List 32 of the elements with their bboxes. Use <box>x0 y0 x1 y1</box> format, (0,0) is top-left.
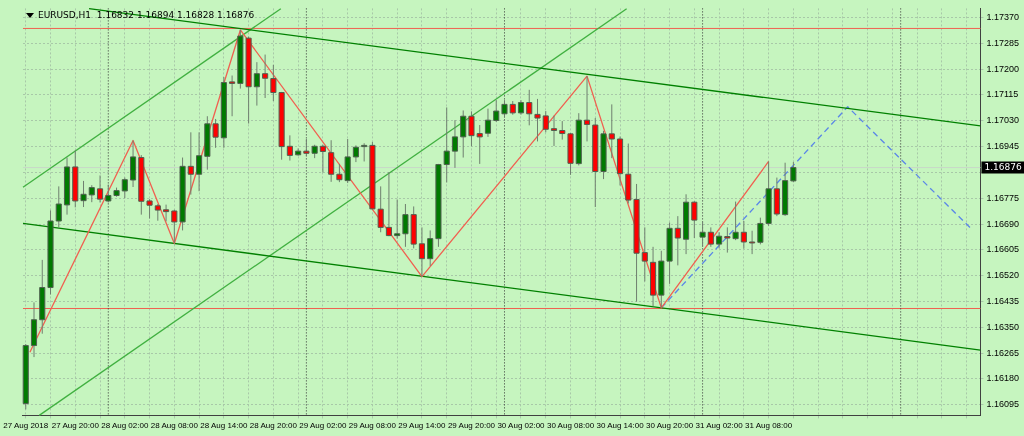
y-tick-label: 1.17285 <box>986 37 1020 48</box>
x-tick-label: 29 Aug 20:00 <box>447 421 496 431</box>
x-tick-label: 28 Aug 08:00 <box>150 421 199 431</box>
y-tick-label: 1.16350 <box>986 321 1020 332</box>
x-tick-label: 27 Aug 20:00 <box>51 421 100 431</box>
y-tick-label: 1.16180 <box>986 373 1020 384</box>
x-tick-label: 30 Aug 08:00 <box>546 421 595 431</box>
y-tick-label: 1.16435 <box>986 295 1020 306</box>
x-tick-label: 31 Aug 08:00 <box>745 421 793 431</box>
ref-line-label: 1.16876 <box>984 161 1022 172</box>
x-tick-label: 30 Aug 20:00 <box>645 421 694 431</box>
y-tick-label: 1.16095 <box>986 399 1020 410</box>
y-tick-label: 1.16520 <box>986 270 1020 281</box>
x-tick-label: 28 Aug 14:00 <box>200 421 248 431</box>
y-tick-label: 1.17115 <box>986 89 1019 100</box>
y-tick-label: 1.16605 <box>986 244 1020 255</box>
x-tick-label: 29 Aug 08:00 <box>348 421 397 431</box>
y-tick-label: 1.16265 <box>986 347 1020 358</box>
x-tick-label: 29 Aug 02:00 <box>299 421 348 431</box>
y-tick-label: 1.17200 <box>986 63 1020 74</box>
x-tick-label: 27 Aug 2018 <box>3 421 49 431</box>
x-tick-label: 31 Aug 02:00 <box>695 421 744 431</box>
x-tick-label: 28 Aug 20:00 <box>249 421 298 431</box>
x-tick-label: 30 Aug 14:00 <box>596 421 645 431</box>
y-tick-label: 1.17030 <box>986 115 1020 126</box>
y-tick-label: 1.16690 <box>986 218 1020 229</box>
x-tick-label: 28 Aug 02:00 <box>101 421 149 431</box>
y-tick-label: 1.16945 <box>986 141 1020 152</box>
x-tick-label: 29 Aug 14:00 <box>398 421 447 431</box>
y-tick-label: 1.17370 <box>986 12 1020 22</box>
y-tick-label: 1.16775 <box>986 192 1020 203</box>
x-tick-label: 30 Aug 02:00 <box>497 421 546 431</box>
